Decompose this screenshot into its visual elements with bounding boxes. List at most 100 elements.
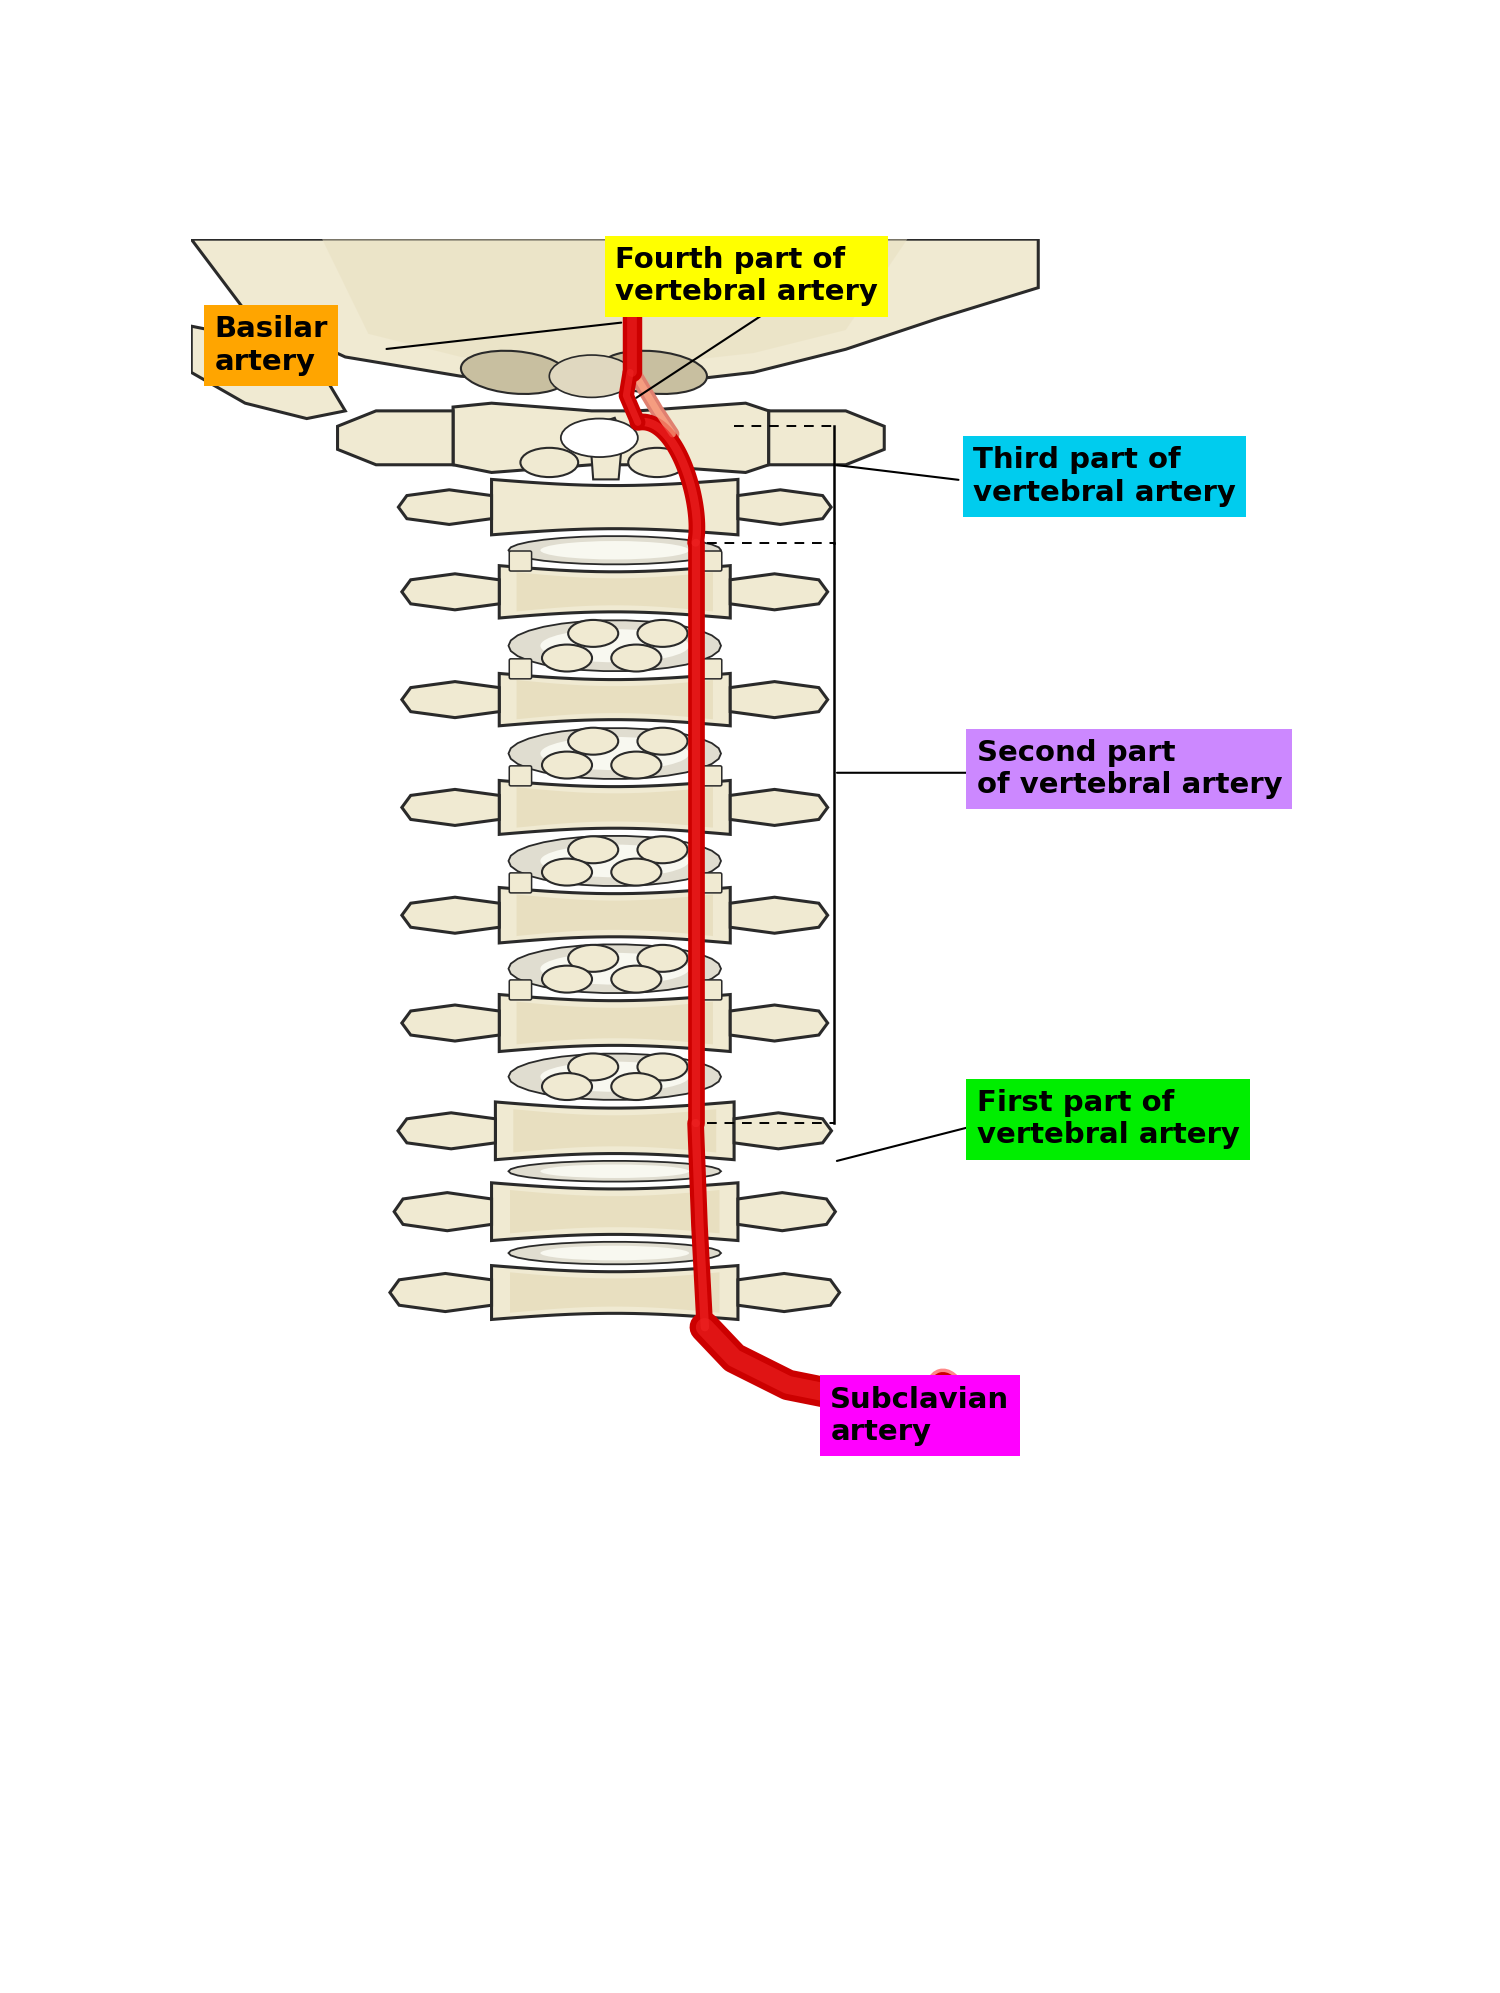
Ellipse shape [540,1164,688,1178]
Ellipse shape [628,448,686,476]
Polygon shape [192,239,1038,385]
Text: Third part of
vertebral artery: Third part of vertebral artery [974,446,1236,506]
Ellipse shape [542,644,592,672]
Polygon shape [510,1272,720,1313]
Ellipse shape [520,448,578,476]
Ellipse shape [638,727,687,755]
Polygon shape [590,419,622,480]
Polygon shape [516,787,712,827]
Polygon shape [390,1274,492,1311]
Polygon shape [492,1266,738,1319]
Ellipse shape [540,540,688,560]
Polygon shape [516,680,712,719]
Polygon shape [509,1160,722,1182]
Polygon shape [394,1192,492,1232]
Polygon shape [509,835,722,887]
Ellipse shape [612,1072,662,1100]
Ellipse shape [568,620,618,648]
Ellipse shape [540,630,688,662]
Polygon shape [509,945,722,993]
Text: Fourth part of
vertebral artery: Fourth part of vertebral artery [615,245,878,307]
Ellipse shape [933,1379,956,1411]
Ellipse shape [542,1072,592,1100]
Polygon shape [738,1192,836,1232]
Polygon shape [770,411,885,464]
Ellipse shape [542,751,592,779]
Ellipse shape [568,837,618,863]
Polygon shape [509,727,722,779]
FancyBboxPatch shape [510,873,531,893]
Polygon shape [322,239,908,369]
Polygon shape [500,995,730,1052]
Text: Second part
of vertebral artery: Second part of vertebral artery [976,739,1282,799]
Ellipse shape [549,355,634,397]
Polygon shape [730,789,828,825]
Polygon shape [730,897,828,933]
Text: Subclavian
artery: Subclavian artery [831,1385,1010,1445]
Ellipse shape [460,351,568,395]
Polygon shape [338,411,453,464]
Polygon shape [492,480,738,534]
Polygon shape [495,1102,734,1160]
Ellipse shape [568,727,618,755]
Ellipse shape [540,1062,688,1092]
Ellipse shape [638,837,687,863]
Polygon shape [500,566,730,618]
Polygon shape [509,1054,722,1100]
Ellipse shape [540,737,688,769]
Ellipse shape [600,351,706,395]
Ellipse shape [927,1371,964,1419]
Ellipse shape [542,859,592,885]
Ellipse shape [612,644,662,672]
Polygon shape [513,1110,716,1152]
Polygon shape [192,327,345,419]
Ellipse shape [612,967,662,993]
FancyBboxPatch shape [699,660,721,680]
Polygon shape [516,572,712,612]
FancyBboxPatch shape [510,660,531,680]
Polygon shape [402,1004,500,1040]
Polygon shape [509,620,722,672]
Polygon shape [516,1002,712,1044]
Polygon shape [500,781,730,835]
Ellipse shape [561,419,638,456]
Ellipse shape [638,945,687,973]
Polygon shape [398,1112,495,1148]
Ellipse shape [568,1054,618,1080]
Polygon shape [453,403,770,472]
Ellipse shape [540,845,688,877]
FancyBboxPatch shape [510,981,531,1000]
Ellipse shape [638,1054,687,1080]
FancyBboxPatch shape [510,550,531,572]
Polygon shape [509,1242,722,1264]
Polygon shape [510,1190,720,1234]
Polygon shape [738,1274,840,1311]
Polygon shape [734,1112,831,1148]
Polygon shape [500,674,730,725]
Ellipse shape [612,751,662,779]
Polygon shape [402,574,500,610]
Polygon shape [738,490,831,524]
Polygon shape [402,682,500,717]
Ellipse shape [638,620,687,648]
Polygon shape [500,887,730,943]
Polygon shape [399,490,492,524]
Polygon shape [402,897,500,933]
Ellipse shape [612,859,662,885]
Ellipse shape [542,967,592,993]
Ellipse shape [568,945,618,973]
Polygon shape [730,574,828,610]
Ellipse shape [540,1246,688,1260]
Text: First part of
vertebral artery: First part of vertebral artery [976,1088,1239,1150]
Polygon shape [509,536,722,564]
Ellipse shape [540,953,688,985]
Polygon shape [402,789,500,825]
FancyBboxPatch shape [699,873,721,893]
Polygon shape [730,682,828,717]
FancyBboxPatch shape [699,765,721,785]
Text: Basilar
artery: Basilar artery [214,315,327,375]
FancyBboxPatch shape [699,550,721,572]
FancyBboxPatch shape [510,765,531,785]
FancyBboxPatch shape [699,981,721,1000]
Polygon shape [730,1004,828,1040]
